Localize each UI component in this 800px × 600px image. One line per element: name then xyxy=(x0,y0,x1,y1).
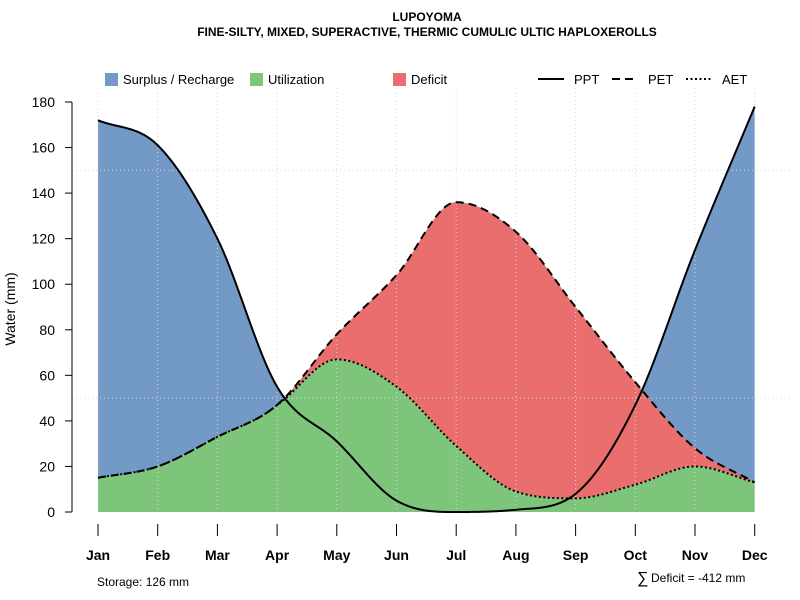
y-tick-label: 120 xyxy=(32,231,56,247)
x-tick-label: Jun xyxy=(384,547,409,563)
y-tick-label: 160 xyxy=(32,140,56,156)
x-tick-label: Jan xyxy=(86,547,110,563)
x-tick-label: Feb xyxy=(145,547,170,563)
sum-icon: ∑ xyxy=(637,570,648,587)
x-tick-label: May xyxy=(323,547,350,563)
chart-title: LUPOYOMA xyxy=(392,10,462,24)
x-tick-label: Oct xyxy=(624,547,648,563)
y-axis: 0 20 40 60 80 100 120 140 160 180 xyxy=(32,94,73,520)
x-axis: Jan Feb Mar Apr May Jun Jul Aug Sep Oct Nov Dec xyxy=(86,524,768,563)
x-tick-label: Dec xyxy=(742,547,768,563)
legend-label: Utilization xyxy=(268,72,324,87)
y-tick-label: 180 xyxy=(32,94,56,110)
legend-label: PPT xyxy=(574,72,599,87)
legend-swatch xyxy=(105,73,118,86)
deficit-annotation: Deficit = -412 mm xyxy=(651,571,745,585)
y-tick-label: 20 xyxy=(39,458,55,474)
x-tick-label: Apr xyxy=(265,547,290,563)
y-axis-label: Water (mm) xyxy=(2,272,18,345)
y-tick-label: 80 xyxy=(39,322,55,338)
chart-legend: Surplus / Recharge Utilization Deficit PPT P… xyxy=(105,72,747,87)
deficit-area xyxy=(98,202,755,499)
y-tick-label: 0 xyxy=(47,504,55,520)
area-layer xyxy=(98,106,755,512)
y-tick-label: 40 xyxy=(39,413,55,429)
x-tick-label: Aug xyxy=(502,547,529,563)
legend-label: Deficit xyxy=(411,72,448,87)
x-tick-label: Nov xyxy=(682,547,709,563)
x-tick-label: Sep xyxy=(563,547,589,563)
x-tick-label: Mar xyxy=(205,547,230,563)
y-tick-label: 60 xyxy=(39,367,55,383)
grid-layer xyxy=(72,88,790,512)
legend-label: PET xyxy=(648,72,673,87)
y-tick-label: 140 xyxy=(32,185,56,201)
series-line-aet xyxy=(97,358,755,500)
chart-subtitle: FINE-SILTY, MIXED, SUPERACTIVE, THERMIC … xyxy=(197,25,657,39)
legend-swatch xyxy=(250,73,263,86)
legend-label: AET xyxy=(722,72,747,87)
x-tick-label: Jul xyxy=(446,547,466,563)
legend-label: Surplus / Recharge xyxy=(123,72,234,87)
series-line-ppt xyxy=(97,106,756,513)
series-layer xyxy=(97,106,756,513)
series-line-pet xyxy=(97,201,756,484)
storage-annotation: Storage: 126 mm xyxy=(97,575,189,589)
legend-swatch xyxy=(393,73,406,86)
y-tick-label: 100 xyxy=(32,276,56,292)
utilization-area xyxy=(98,359,755,512)
